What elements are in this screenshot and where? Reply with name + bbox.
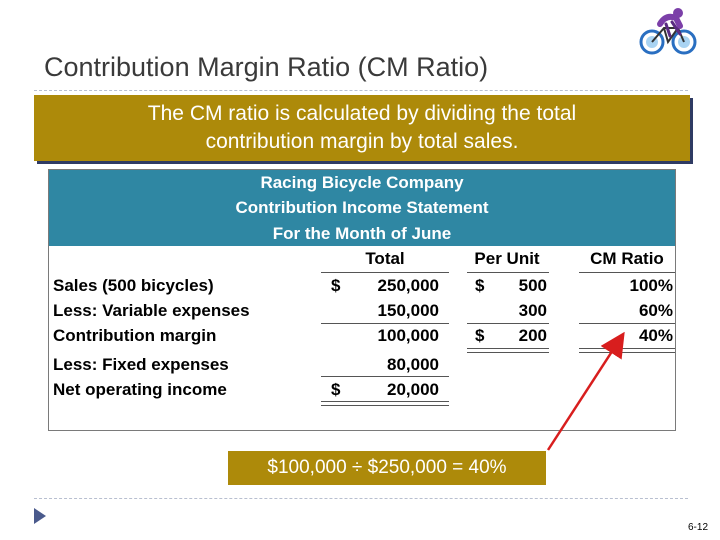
double-rule-cm-ratio bbox=[579, 348, 675, 353]
row-label-sales: Sales (500 bicycles) bbox=[53, 276, 214, 295]
statement-name: Contribution Income Statement bbox=[235, 198, 489, 217]
bicycle-rider-icon bbox=[636, 4, 702, 61]
sales-per-unit: 500 bbox=[518, 276, 547, 295]
slide-title: Contribution Margin Ratio (CM Ratio) bbox=[44, 52, 489, 82]
sales-unit-sign: $ bbox=[475, 276, 485, 295]
row-label-net-operating-income: Net operating income bbox=[53, 380, 227, 399]
rule-variable-cm-ratio bbox=[579, 323, 675, 324]
fixed-total: 80,000 bbox=[387, 355, 439, 374]
statement-header: Racing Bicycle Company Contribution Inco… bbox=[49, 170, 675, 246]
header-rule-total bbox=[321, 272, 449, 273]
page-number: 6-12 bbox=[687, 522, 708, 533]
top-divider bbox=[34, 90, 688, 91]
double-rule-noi-total bbox=[321, 401, 449, 406]
rule-variable-total bbox=[321, 323, 449, 324]
income-statement: Racing Bicycle Company Contribution Inco… bbox=[48, 169, 676, 431]
variable-total: 150,000 bbox=[377, 301, 439, 320]
statement-period: For the Month of June bbox=[272, 224, 452, 243]
company-name: Racing Bicycle Company bbox=[260, 173, 464, 192]
cm-cm-ratio: 40% bbox=[638, 326, 673, 345]
column-header-cm-ratio: CM Ratio bbox=[590, 249, 664, 268]
row-label-variable-expenses: Less: Variable expenses bbox=[53, 301, 250, 320]
bottom-divider bbox=[34, 498, 688, 499]
sales-total: 250,000 bbox=[377, 276, 439, 295]
double-rule-cm-per-unit bbox=[467, 348, 549, 353]
cm-unit-sign: $ bbox=[475, 326, 485, 345]
sales-total-sign: $ bbox=[331, 276, 341, 295]
rule-fixed-total bbox=[321, 376, 449, 377]
column-header-total: Total bbox=[365, 249, 405, 268]
variable-per-unit: 300 bbox=[518, 301, 547, 320]
callout-line-1: The CM ratio is calculated by dividing t… bbox=[147, 102, 577, 125]
header-rule-per-unit bbox=[467, 272, 549, 273]
play-triangle-icon bbox=[33, 507, 47, 530]
row-label-fixed-expenses: Less: Fixed expenses bbox=[53, 355, 229, 374]
callout-line-2: contribution margin by total sales. bbox=[205, 130, 519, 153]
rule-variable-per-unit bbox=[467, 323, 549, 324]
header-rule-cm-ratio bbox=[579, 272, 675, 273]
noi-total-sign: $ bbox=[331, 380, 341, 399]
sales-cm-ratio: 100% bbox=[629, 276, 673, 295]
noi-total: 20,000 bbox=[387, 380, 439, 399]
column-header-per-unit: Per Unit bbox=[474, 249, 540, 268]
cm-per-unit: 200 bbox=[518, 326, 547, 345]
variable-cm-ratio: 60% bbox=[638, 301, 673, 320]
definition-callout: The CM ratio is calculated by dividing t… bbox=[34, 95, 690, 161]
calculation-box: $100,000 ÷ $250,000 = 40% bbox=[228, 451, 546, 485]
cm-total: 100,000 bbox=[377, 326, 439, 345]
row-label-contribution-margin: Contribution margin bbox=[53, 326, 217, 345]
